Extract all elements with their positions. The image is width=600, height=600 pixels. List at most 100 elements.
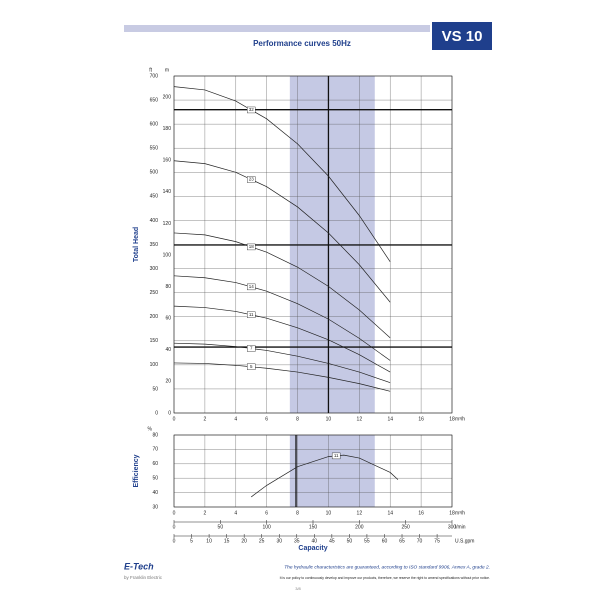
header-band (124, 25, 430, 32)
x-tick-label: 8 (296, 416, 299, 422)
y-tick-label: 650 (150, 97, 159, 103)
byline: by Franklin Electric (124, 575, 163, 580)
x-tick-label: 12 (357, 510, 363, 516)
y2-tick-label: 20 (165, 379, 171, 385)
x-tick-label: 2 (203, 510, 206, 516)
extra-tick-label: 20 (241, 538, 247, 544)
y2-tick-label: 0 (168, 410, 171, 416)
curve (173, 232, 391, 339)
extra-tick-label: 70 (417, 538, 423, 544)
y2-tick-label: 40 (165, 347, 171, 353)
curve-label: 11 (334, 453, 339, 458)
extra-tick-label: 50 (347, 538, 353, 544)
extra-tick-label: 200 (355, 524, 364, 530)
y-axis-title: Efficiency (133, 454, 140, 487)
extra-tick-label: 75 (434, 538, 440, 544)
extra-tick-label: 65 (399, 538, 405, 544)
band (289, 435, 375, 507)
curve-label: 5 (250, 364, 253, 369)
y-tick-label: 50 (152, 386, 158, 392)
extra-tick-label: 40 (312, 538, 318, 544)
y-axis-title: Total Head (133, 227, 140, 262)
y2-tick-label: 100 (163, 252, 172, 258)
curve-label: 23 (249, 177, 255, 182)
extra-tick-label: 50 (218, 524, 224, 530)
extra-tick-label: 30 (276, 538, 282, 544)
x-tick-label: 8 (296, 510, 299, 516)
y2-tick-label: 80 (165, 284, 171, 290)
x-tick-label: 10 (326, 416, 332, 422)
curve-label-box (247, 345, 256, 352)
x-unit: m³/h (455, 416, 465, 422)
curve-label-box (247, 106, 256, 114)
x-tick-label: 0 (173, 510, 176, 516)
x-tick-label: 10 (326, 510, 332, 516)
curve-label-box (247, 243, 256, 251)
y-tick-label: 450 (150, 194, 159, 200)
extra-tick-label: 250 (401, 524, 410, 530)
curve-label-box (247, 176, 256, 183)
curve-label-box (331, 452, 341, 460)
extra-tick-label: 25 (259, 538, 265, 544)
y-tick-label: 150 (150, 338, 159, 344)
y2-tick-label: 160 (163, 158, 172, 164)
model-box (432, 22, 492, 50)
y-tick-label: 350 (150, 242, 159, 248)
extra-tick-label: 0 (173, 524, 176, 530)
y2-tick-label: 200 (163, 94, 172, 100)
y-unit: ft (149, 67, 152, 73)
curve-label: 11 (249, 312, 254, 317)
model: VS 10 (442, 28, 483, 45)
page-number: 3/8 (295, 586, 301, 591)
plots: 0 2 4 6 8 10 12 14 16 180501001502002503003504004… (133, 67, 475, 552)
extra-tick-label: 300 (448, 524, 457, 530)
y-tick-label: 200 (150, 314, 159, 320)
y2-tick-label: 60 (165, 316, 171, 322)
curve-label: 32 (249, 107, 255, 112)
curve (173, 275, 391, 361)
y-tick-label: 700 (150, 73, 159, 79)
extra-tick-label: 150 (309, 524, 318, 530)
curve-label-box (247, 311, 256, 318)
x-tick-label: 6 (265, 416, 268, 422)
y2-tick-label: 140 (163, 189, 172, 195)
curve (173, 362, 391, 392)
curve (173, 305, 391, 373)
curve-label-box (247, 363, 256, 370)
curve (173, 160, 391, 303)
x-tick-label: 4 (234, 416, 237, 422)
extra-tick-label: 0 (173, 538, 176, 544)
x-tick-label: 4 (234, 510, 237, 516)
curve-label: 18 (249, 244, 255, 249)
y-tick-label: 550 (150, 146, 159, 152)
curve-label: 14 (249, 284, 255, 289)
extra-tick-label: 15 (224, 538, 230, 544)
extra-tick-label: 5 (190, 538, 193, 544)
y-tick-label: 100 (150, 362, 159, 368)
x-tick-label: 14 (387, 510, 393, 516)
x-tick-label: 14 (387, 416, 393, 422)
y-tick-label: 0 (155, 410, 158, 416)
curve (173, 342, 391, 384)
y2-tick-label: 120 (163, 221, 172, 227)
x-tick-label: 6 (265, 510, 268, 516)
extra-tick-label: 55 (364, 538, 370, 544)
y-tick-label: 50 (152, 476, 158, 482)
x-tick-label: 12 (357, 416, 363, 422)
y-unit: % (148, 426, 153, 432)
extra-tick-label: 100 (262, 524, 271, 530)
y-tick-label: 250 (150, 290, 159, 296)
y-tick-label: 400 (150, 218, 159, 224)
y-tick-label: 300 (150, 266, 159, 272)
x-tick-label: 0 (173, 416, 176, 422)
x-tick-label: 16 (418, 510, 424, 516)
y-tick-label: 70 (152, 447, 158, 453)
y-tick-label: 40 (152, 490, 158, 496)
curve-label: 7 (250, 346, 253, 351)
title: Performance curves 50Hz (253, 39, 351, 48)
x-tick-label: 18 (449, 510, 455, 516)
y-tick-label: 30 (152, 504, 158, 510)
y2-tick-label: 180 (163, 126, 172, 132)
extra-unit: U.S.gpm (455, 538, 474, 544)
x-axis-title: Capacity (298, 545, 327, 552)
